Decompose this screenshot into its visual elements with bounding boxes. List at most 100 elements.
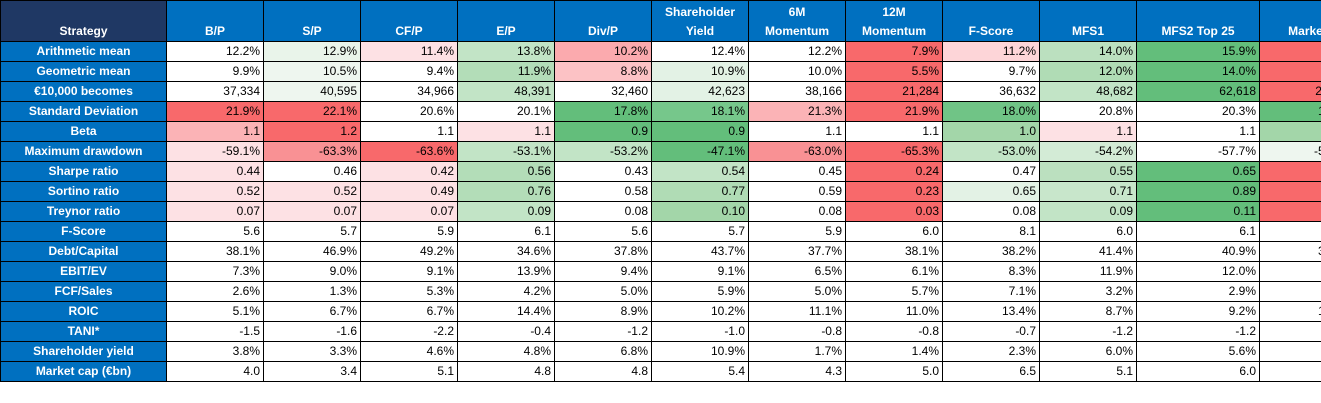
table-cell: 3.2%	[1039, 281, 1137, 302]
table-cell: 62,618	[1136, 81, 1260, 102]
table-cell: 0.42	[360, 161, 458, 182]
table-cell: -1.2	[1039, 321, 1137, 342]
table-cell: 40,595	[263, 81, 361, 102]
table-cell: 0.44	[166, 161, 264, 182]
table-cell: 0.71	[1039, 181, 1137, 202]
column-header-bottom: MFS2 Top 25	[1161, 24, 1235, 38]
table-cell: 37.8%	[554, 241, 652, 262]
row-label: Standard Deviation	[0, 101, 167, 122]
column-header: 6M Momentum	[748, 0, 846, 42]
table-cell: 11.9%	[457, 61, 555, 82]
table-cell: 2.9%	[1136, 281, 1260, 302]
table-cell: 6.0	[845, 221, 943, 242]
column-header-bottom: Yield	[685, 24, 715, 38]
table-cell: 0.27	[1259, 161, 1321, 182]
table-cell: 0.09	[457, 201, 555, 222]
column-header: E/P	[457, 0, 555, 42]
table-cell: 18.1%	[651, 101, 749, 122]
table-cell: 10.5%	[263, 61, 361, 82]
row-label: F-Score	[0, 221, 167, 242]
table-cell: -65.3%	[845, 141, 943, 162]
table-cell: 0.45	[748, 161, 846, 182]
table-cell: 49.2%	[360, 241, 458, 262]
column-header-bottom: F-Score	[968, 24, 1014, 38]
table-cell: 21.9%	[166, 101, 264, 122]
row-label: Beta	[0, 121, 167, 142]
column-header: MFS1	[1039, 0, 1137, 42]
table-cell: 22,675	[1259, 81, 1321, 102]
table-cell: 12.2%	[166, 41, 264, 62]
column-header: CF/P	[360, 0, 458, 42]
table-cell: 5.9%	[651, 281, 749, 302]
table-cell: 6.0	[1136, 361, 1260, 382]
table-cell: 6.5	[942, 361, 1040, 382]
table-cell: -53.0%	[942, 141, 1040, 162]
table-cell: 4.3	[748, 361, 846, 382]
table-body: Arithmetic mean 12.2% 12.9% 11.4% 13.8% 10.2%…	[0, 41, 1321, 382]
table-cell: -1.2	[554, 321, 652, 342]
table-cell: 13.8%	[457, 41, 555, 62]
table-cell: 0.58	[554, 181, 652, 202]
table-cell: -0.8	[748, 321, 846, 342]
table-cell: 1.1	[360, 121, 458, 142]
table-cell: 20.1%	[457, 101, 555, 122]
table-row: EBIT/EV 7.3% 9.0% 9.1% 13.9% 9.4% 9.1% 6.5% 6.1%…	[0, 261, 1321, 282]
row-label: Geometric mean	[0, 61, 167, 82]
table-row: F-Score 5.6 5.7 5.9 6.1 5.6 5.7 5.9 6.0 8.1 6.0 6.1…	[0, 221, 1321, 242]
table-row: Debt/Capital 38.1% 46.9% 49.2% 34.6% 37.8% 43.…	[0, 241, 1321, 262]
row-label: Debt/Capital	[0, 241, 167, 262]
table-row: Standard Deviation 21.9% 22.1% 20.6% 20.1% 17…	[0, 101, 1321, 122]
table-cell: 4.2%	[457, 281, 555, 302]
table-cell: 10.9%	[651, 341, 749, 362]
table-row: Treynor ratio 0.07 0.07 0.07 0.09 0.08 0.10 0.0…	[0, 201, 1321, 222]
table-cell: 0.59	[748, 181, 846, 202]
table-cell: 0.32	[1259, 181, 1321, 202]
table-cell: 0.89	[1136, 181, 1260, 202]
table-row: Sortino ratio 0.52 0.52 0.49 0.76 0.58 0.77 0.5…	[0, 181, 1321, 202]
table-cell: 6.8%	[554, 341, 652, 362]
column-header-bottom: Momentum	[862, 24, 926, 38]
table-row: Arithmetic mean 12.2% 12.9% 11.4% 13.8% 10.2%…	[0, 41, 1321, 62]
table-cell: 4.8	[457, 361, 555, 382]
table-cell: 0.77	[651, 181, 749, 202]
table-cell: 12.4%	[651, 41, 749, 62]
column-header-top	[461, 3, 551, 22]
table-cell: 0.9	[554, 121, 652, 142]
column-header-top	[1043, 3, 1133, 22]
table-cell: 5.1	[360, 361, 458, 382]
table-cell: 3.3%	[263, 341, 361, 362]
table-cell: 1.2	[263, 121, 361, 142]
table-cell: 10.1%	[1259, 301, 1321, 322]
table-cell: 3.8%	[166, 341, 264, 362]
table-cell: 7.1%	[942, 281, 1040, 302]
table-cell: -57.7%	[1136, 141, 1260, 162]
row-label: Market cap (€bn)	[0, 361, 167, 382]
table-cell: 1.4%	[845, 341, 943, 362]
table-cell: -63.6%	[360, 141, 458, 162]
strategy-comparison-table: Strategy B/P S/P CF/P E/P Div/P Sharehold…	[0, 0, 1321, 382]
table-cell: 11.0%	[845, 301, 943, 322]
table-cell: 5.4	[651, 361, 749, 382]
table-cell: 8.7%	[1039, 301, 1137, 322]
table-cell: 9.4%	[554, 261, 652, 282]
column-header-top	[946, 3, 1036, 22]
table-cell: 5.6	[554, 221, 652, 242]
table-cell: 22.1%	[263, 101, 361, 122]
table-cell: 11.2%	[942, 41, 1040, 62]
table-cell: 10.0%	[748, 61, 846, 82]
table-cell: 0.07	[166, 201, 264, 222]
table-cell: 8.3%	[942, 261, 1040, 282]
column-header-top: Shareholder	[664, 5, 736, 19]
table-cell: 37.7%	[748, 241, 846, 262]
table-cell: 1.1	[457, 121, 555, 142]
column-header: MFS2 Top 25	[1136, 0, 1260, 42]
table-cell: 0.03	[845, 201, 943, 222]
table-cell: 21.9%	[845, 101, 943, 122]
table-cell: 4.8%	[457, 341, 555, 362]
table-cell: 8.1	[942, 221, 1040, 242]
table-cell: 0.54	[651, 161, 749, 182]
table-cell: 5.1	[1259, 361, 1321, 382]
table-cell: -63.3%	[263, 141, 361, 162]
column-header-bottom: Momentum	[765, 24, 829, 38]
table-cell: 1.3%	[263, 281, 361, 302]
